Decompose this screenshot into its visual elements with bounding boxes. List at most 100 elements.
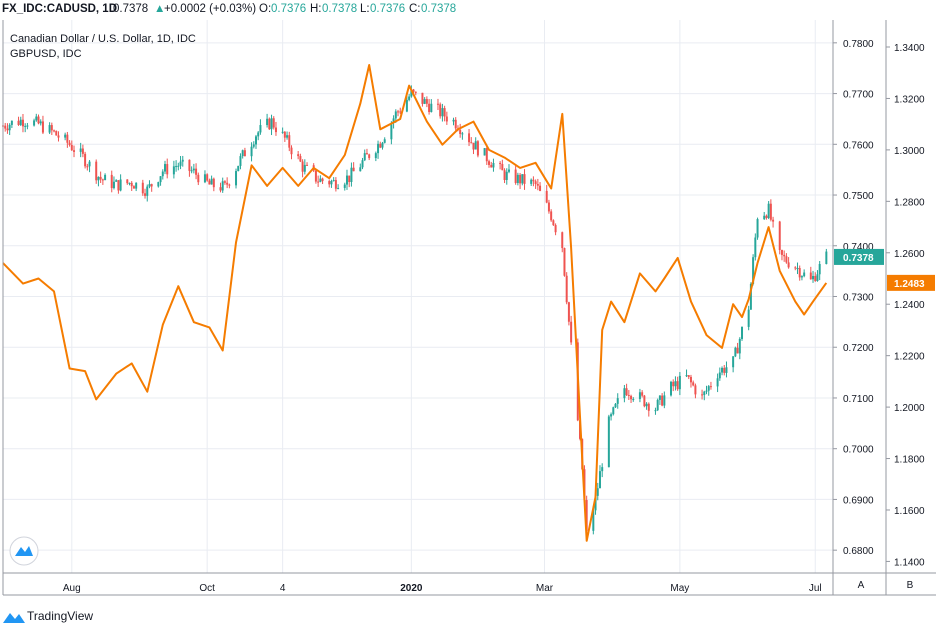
auto-scale-button[interactable]: A (858, 580, 865, 591)
candle-up (390, 121, 393, 145)
change-arrow: ▲ (154, 3, 166, 15)
candle-body (397, 111, 400, 113)
candle-body (694, 385, 697, 395)
candle-up (707, 385, 710, 396)
candle-up (530, 178, 533, 186)
candle-up (452, 117, 455, 126)
candle-body (532, 179, 535, 182)
left-price-axis[interactable]: 0.7800 0.7700 0.7600 0.7500 0.7400 0.7300 0.72… (833, 39, 874, 557)
candle-up (705, 385, 708, 395)
candle-body (33, 120, 36, 126)
candle-down (470, 137, 473, 144)
candle-up (303, 159, 306, 175)
gbpusd-line (2, 64, 828, 542)
candle-down (709, 381, 712, 390)
candle-down (86, 163, 89, 171)
legend-overlay-series[interactable]: GBPUSD, IDC (10, 48, 82, 60)
candle-body (132, 186, 135, 189)
candle-body (24, 125, 27, 127)
price-chart[interactable]: 0.7800 0.7700 0.7600 0.7500 0.7400 0.7300 0.72… (0, 20, 936, 604)
candle-body (115, 180, 118, 182)
candle-up (685, 369, 688, 378)
candle-body (563, 248, 566, 276)
candle-down (57, 131, 60, 142)
candle-down (208, 178, 211, 185)
footer: TradingView (0, 604, 936, 628)
right-tick-label: 1.2000 (894, 403, 925, 414)
candle-body (785, 256, 788, 263)
candle-body (521, 174, 524, 184)
candle-body (68, 142, 71, 145)
scale-b-button[interactable]: B (907, 580, 914, 591)
tradingview-logo-text[interactable]: TradingView (27, 609, 94, 623)
candle-body (709, 386, 712, 388)
candle-up (669, 380, 672, 397)
candle-body (523, 174, 526, 184)
candle-body (157, 182, 160, 187)
candle-down (50, 122, 53, 135)
legend-main-series[interactable]: Canadian Dollar / U.S. Dollar, 1D, IDC (10, 33, 196, 45)
candle-body (104, 174, 107, 181)
candle-down (288, 131, 291, 152)
candle-body (507, 169, 510, 172)
candle-body (439, 104, 442, 117)
candle-down (563, 247, 566, 277)
candle-down (780, 249, 783, 261)
candle-body (470, 142, 473, 144)
candle-body (110, 174, 113, 189)
candle-body (818, 264, 821, 275)
candle-body (97, 176, 100, 181)
candle-body (290, 147, 293, 155)
candle-body (73, 150, 76, 152)
candle-down (53, 129, 56, 133)
candle-body (81, 148, 84, 154)
candle-down (503, 168, 506, 184)
candle-body (800, 276, 803, 278)
candle-down (334, 177, 337, 192)
candle-down (84, 151, 87, 169)
chart-logo-button[interactable] (9, 536, 39, 566)
candle-down (73, 145, 76, 158)
candle-body (443, 108, 446, 117)
candle-body (519, 174, 522, 184)
candle-body (514, 169, 517, 183)
candle-down (421, 92, 424, 107)
candle-body (787, 262, 790, 268)
candle-body (769, 203, 772, 220)
candle-body (254, 136, 257, 145)
candle-body (596, 488, 599, 496)
candle-body (334, 180, 337, 189)
candle-body (616, 398, 619, 404)
candle-down (672, 379, 675, 392)
candle-down (81, 144, 84, 158)
candle-down (348, 175, 351, 188)
candle-down (439, 102, 442, 119)
candle-body (272, 118, 275, 128)
candle-body (423, 99, 426, 104)
symbol-title[interactable]: FX_IDC:CADUSD, 1D (2, 3, 118, 15)
candle-up (119, 174, 122, 192)
candle-up (616, 393, 619, 409)
left-tick-label: 0.7700 (843, 90, 874, 101)
candle-body (226, 182, 229, 185)
candle-body (55, 130, 58, 136)
cadusd-candles (2, 85, 828, 537)
candle-down (765, 214, 768, 220)
candle-up (381, 141, 384, 150)
candle-up (241, 149, 244, 159)
candle-down (226, 177, 229, 189)
candle-up (747, 305, 750, 331)
candle-down (283, 131, 286, 142)
candle-body (239, 156, 242, 166)
right-price-axis[interactable]: 1.3400 1.3200 1.3000 1.2800 1.2600 1.2400 1.22… (886, 43, 925, 568)
candle-body (314, 170, 317, 182)
candle-body (361, 160, 364, 168)
candle-body (472, 142, 475, 150)
time-axis[interactable]: Aug Oct 4 2020 Mar May Jul (63, 583, 822, 594)
candle-down (485, 144, 488, 165)
candle-down (141, 179, 144, 196)
candle-body (321, 178, 324, 182)
candle-body (150, 184, 153, 187)
candle-body (607, 416, 610, 468)
right-tick-label: 1.3200 (894, 94, 925, 105)
